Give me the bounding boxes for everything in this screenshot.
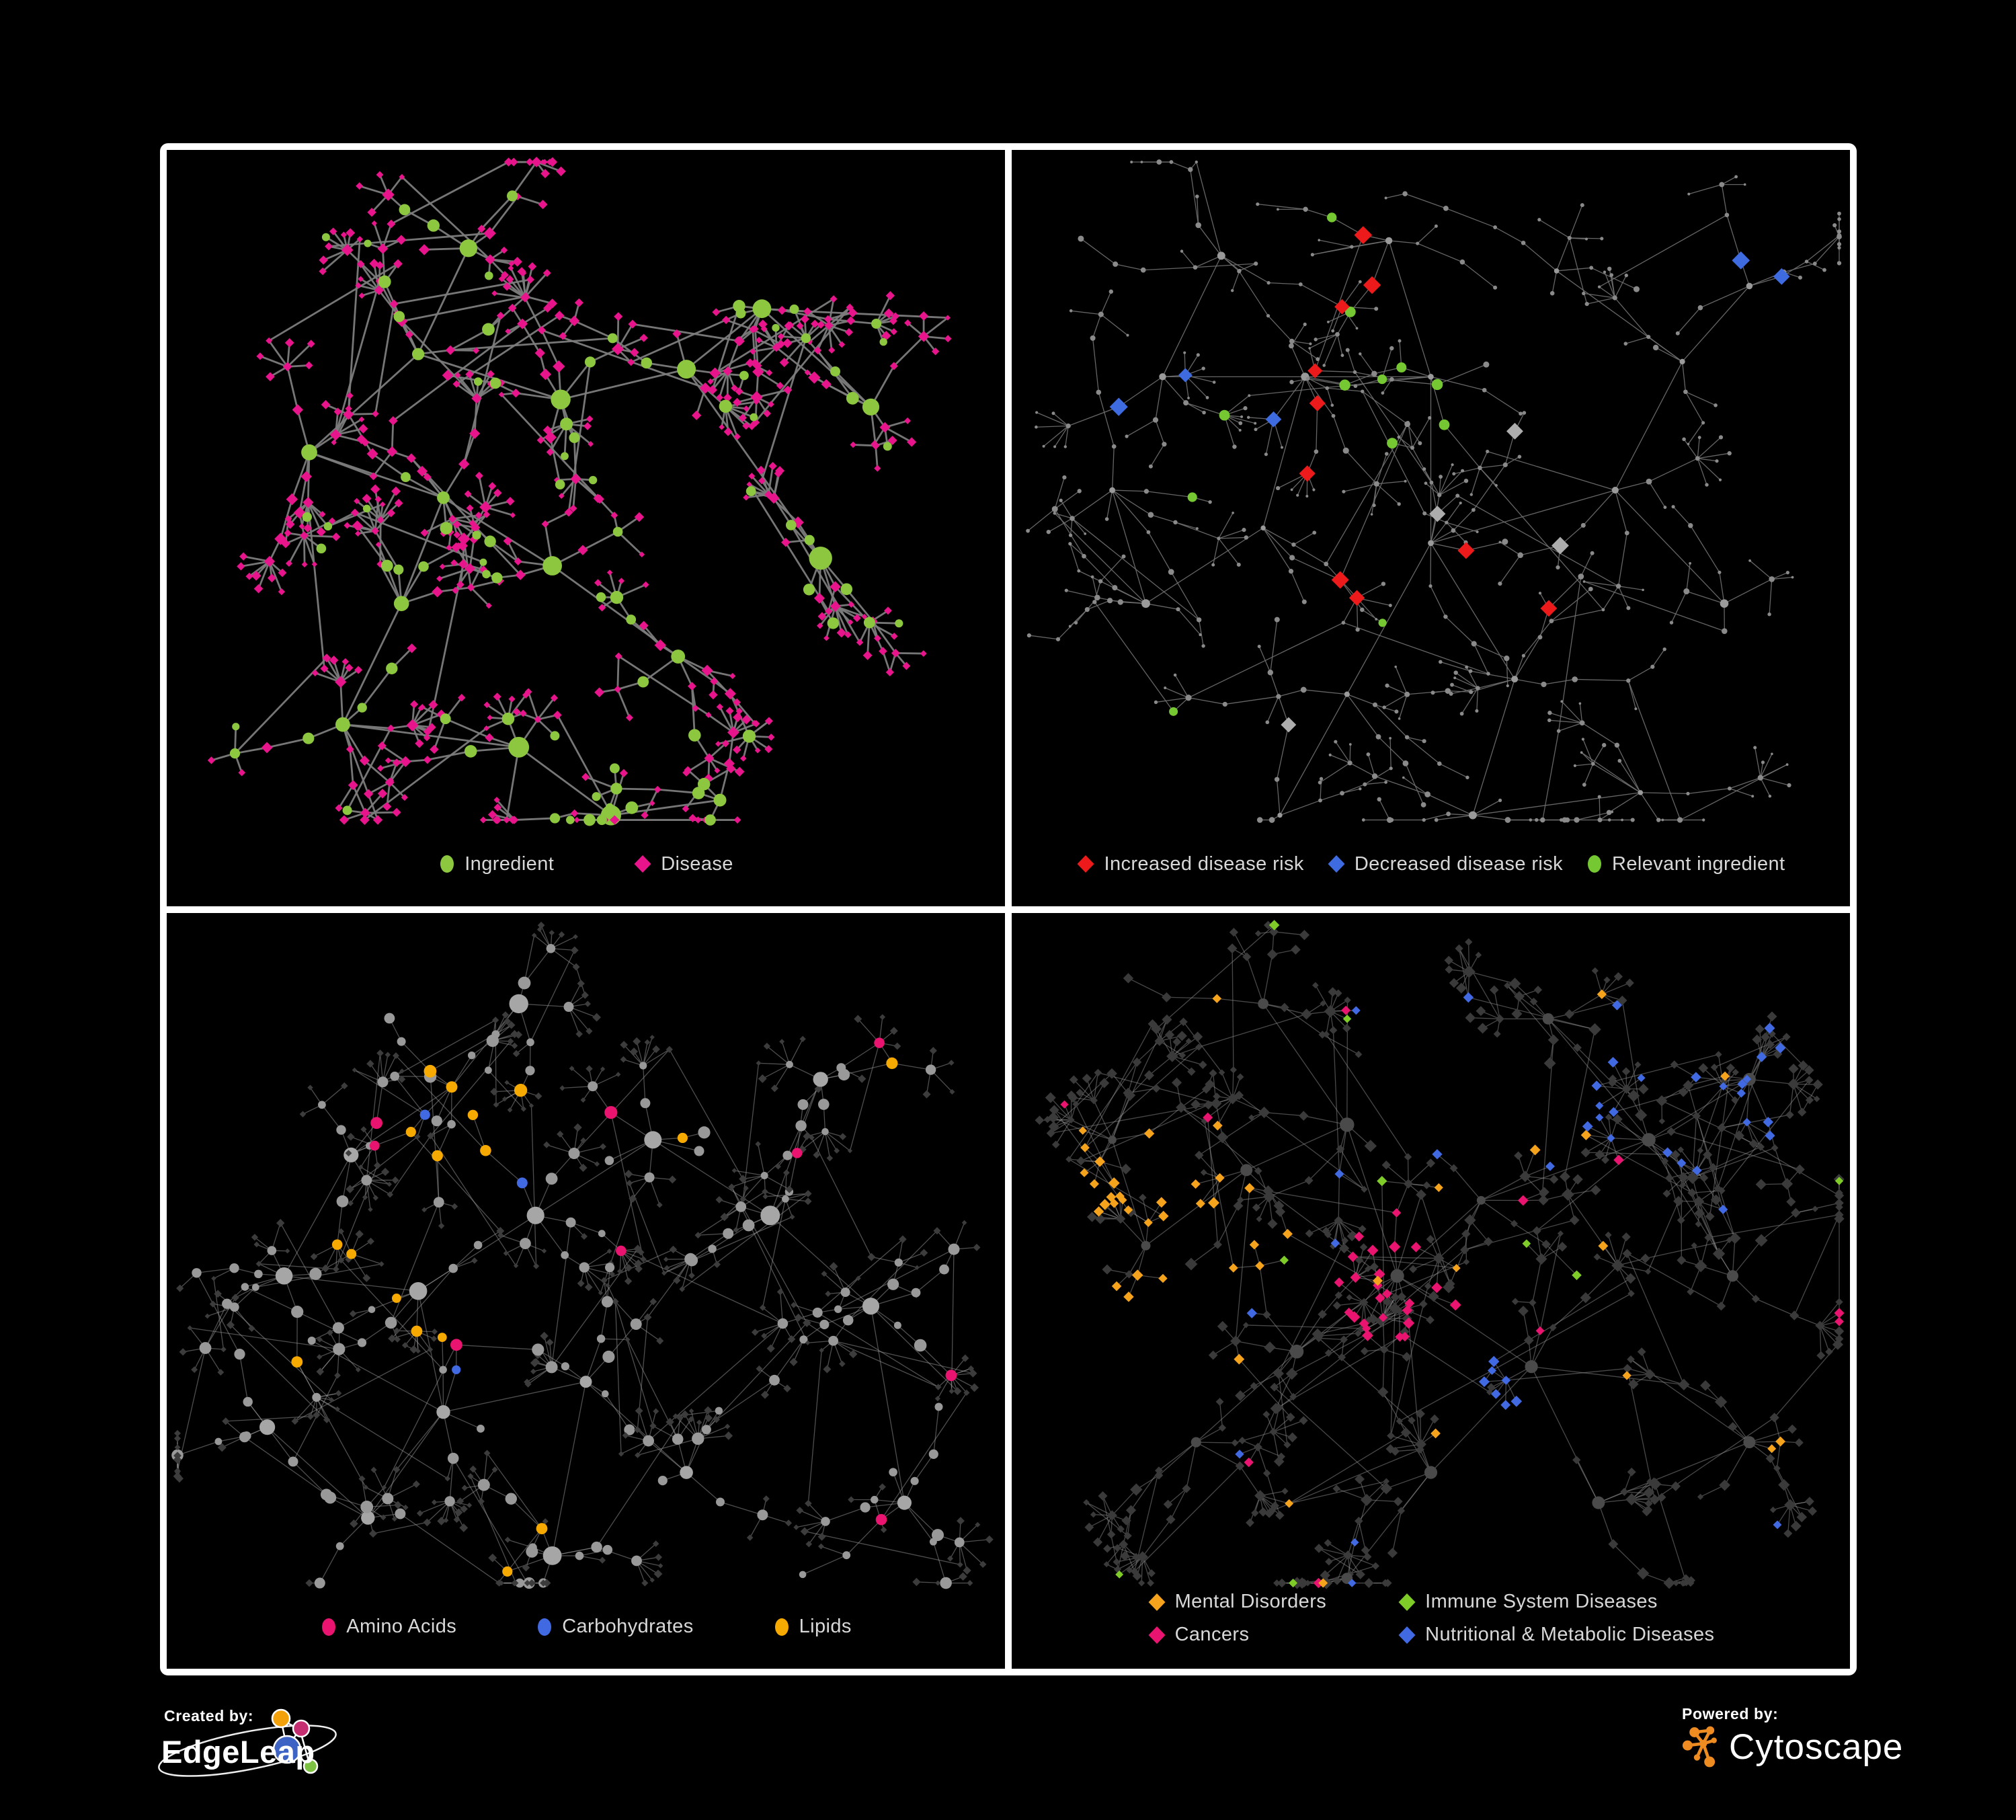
legend-macronutrient-classes: Amino Acids Carbohydrates Lipids [167,1616,1005,1638]
legend-marker-circle [774,1618,789,1636]
edgeleap-swoosh [158,1725,337,1777]
legend-label: Decreased disease risk [1354,853,1564,875]
legend-item-nutritional-metabolic-diseases: Nutritional & Metabolic Diseases [1398,1624,1714,1646]
legend-label: Cancers [1174,1624,1250,1645]
panel-disease-categories: Mental Disorders Immune System Diseases Ca… [1012,912,1850,1669]
legend-item-carbohydrates: Carbohydrates [536,1616,693,1638]
legend-marker-diamond [634,855,651,873]
legend-disease-categories: Mental Disorders Immune System Diseases Ca… [1012,1591,1850,1646]
panel-macronutrient-classes: Amino Acids Carbohydrates Lipids [167,912,1005,1669]
legend-label: Nutritional & Metabolic Diseases [1425,1624,1715,1645]
edgeleap-node-green [303,1758,319,1774]
legend-item-ingredient: Ingredient [438,853,554,875]
edgeleap-node-magenta [292,1719,311,1738]
legend-marker-diamond [1398,1626,1416,1644]
edgeleap-node-orange [271,1708,291,1729]
edgeleap-logo: Created by: EdgeLeap [158,1707,337,1777]
legend-marker-circle [322,1618,336,1636]
legend-item-cancers: Cancers [1147,1624,1327,1646]
legend-marker-diamond [1077,855,1094,873]
legend-label: Immune System Diseases [1425,1591,1658,1612]
legend-label: Lipids [799,1616,852,1637]
legend-item-amino-acids: Amino Acids [320,1616,456,1638]
macronutrient-network-graph [171,921,994,1589]
legend-disease-risk: Increased disease risk Decreased disease … [1012,853,1850,875]
legend-marker-diamond [1328,855,1345,873]
legend-item-relevant-ingredient: Relevant ingredient [1586,853,1785,875]
legend-label: Ingredient [465,853,555,875]
ingredient-disease-network-graph [207,157,952,826]
legend-item-immune-system-diseases: Immune System Diseases [1398,1591,1714,1613]
legend-marker-circle [440,855,454,873]
cytoscape-icon [1682,1726,1717,1768]
legend-marker-diamond [1148,1626,1166,1644]
legend-ingredient-disease: Ingredient Disease [167,853,1005,875]
powered-by-label: Powered by: [1682,1705,1779,1723]
legend-label: Relevant ingredient [1612,853,1785,875]
legend-item-mental-disorders: Mental Disorders [1147,1591,1327,1613]
legend-item-lipids: Lipids [773,1616,852,1638]
panel-ingredient-disease: Ingredient Disease [167,150,1005,906]
legend-item-decreased-disease-risk: Decreased disease risk [1327,853,1563,875]
legend-marker-circle [538,1618,552,1636]
panel-disease-risk: Increased disease risk Decreased disease … [1012,150,1850,906]
legend-label: Disease [661,853,733,875]
legend-item-increased-disease-risk: Increased disease risk [1076,853,1303,875]
legend-label: Increased disease risk [1104,853,1304,875]
disease-risk-network-graph [1026,159,1842,823]
legend-label: Carbohydrates [562,1616,694,1637]
edgeleap-node-blue [272,1735,302,1764]
cytoscape-brand: Cytoscape [1729,1727,1904,1767]
created-by-label: Created by: [164,1707,253,1725]
figure-frame: Ingredient Disease Increased disease risk… [160,143,1857,1675]
legend-marker-diamond [1398,1593,1416,1611]
disease-categories-network-graph [1035,919,1845,1589]
edgeleap-brand: EdgeLeap [161,1734,315,1770]
powered-by-logo: Powered by: Cytoscape [1682,1705,1924,1792]
legend-label: Mental Disorders [1174,1591,1327,1612]
created-by-logo: Created by: EdgeLeap [153,1704,362,1801]
legend-marker-circle [1588,855,1602,873]
legend-marker-diamond [1148,1593,1166,1611]
legend-label: Amino Acids [346,1616,457,1637]
legend-item-disease: Disease [633,853,733,875]
